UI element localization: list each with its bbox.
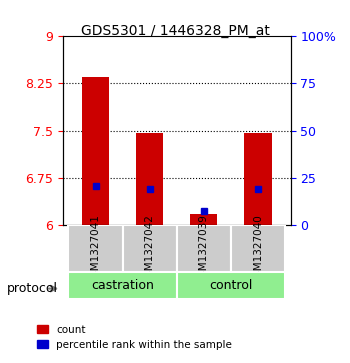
Bar	[82, 77, 109, 225]
Text: control: control	[209, 280, 253, 292]
Text: protocol: protocol	[7, 282, 58, 295]
Text: GSM1327040: GSM1327040	[253, 214, 263, 284]
Text: GSM1327039: GSM1327039	[199, 214, 209, 284]
Bar	[190, 214, 217, 225]
FancyBboxPatch shape	[122, 225, 177, 272]
FancyBboxPatch shape	[68, 272, 177, 299]
FancyBboxPatch shape	[231, 225, 285, 272]
Bar	[244, 132, 272, 225]
FancyBboxPatch shape	[177, 225, 231, 272]
Legend: count, percentile rank within the sample: count, percentile rank within the sample	[33, 321, 236, 354]
Text: GSM1327042: GSM1327042	[145, 214, 155, 284]
Text: castration: castration	[91, 280, 154, 292]
FancyBboxPatch shape	[177, 272, 285, 299]
FancyBboxPatch shape	[68, 225, 122, 272]
Text: GDS5301 / 1446328_PM_at: GDS5301 / 1446328_PM_at	[80, 24, 270, 38]
Text: GSM1327041: GSM1327041	[91, 214, 100, 284]
Bar	[136, 132, 163, 225]
